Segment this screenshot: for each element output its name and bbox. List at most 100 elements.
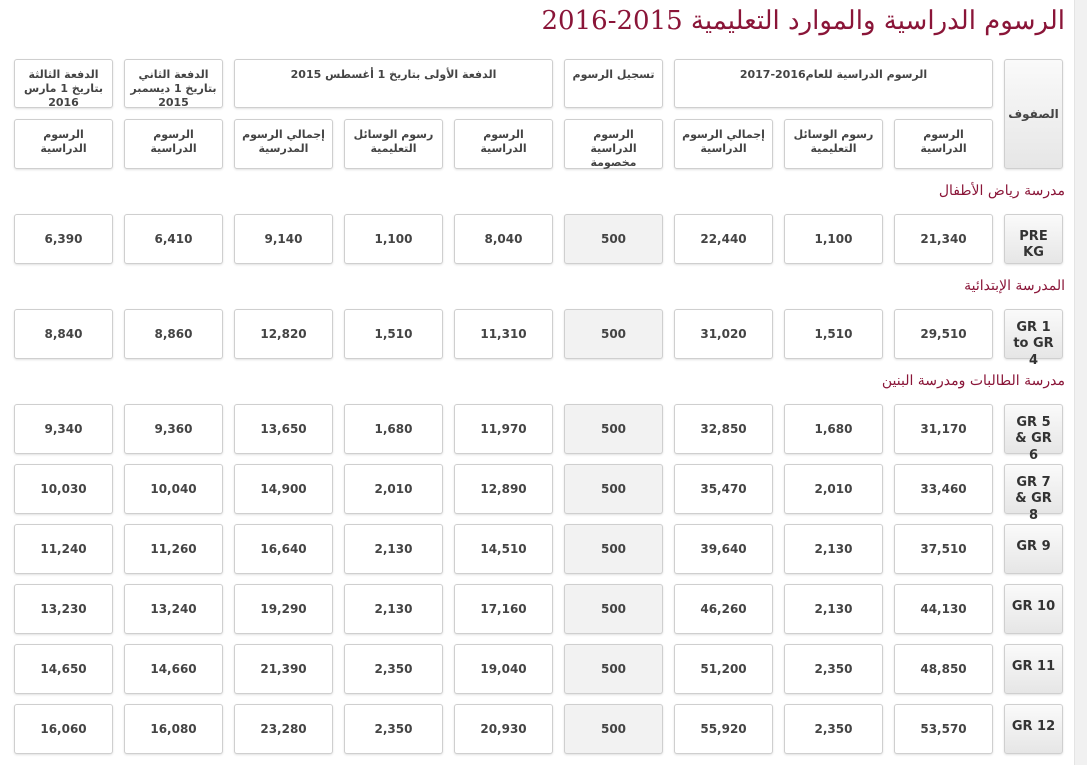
fee-value: 8,860: [124, 309, 223, 359]
fee-value: 2,130: [784, 584, 883, 634]
fee-value: 33,460: [894, 464, 993, 514]
fee-value: 14,510: [454, 524, 553, 574]
fee-value: 22,440: [674, 214, 773, 264]
fee-value: 1,680: [344, 404, 443, 454]
fee-value: 17,160: [454, 584, 553, 634]
fee-value: 10,030: [14, 464, 113, 514]
fee-value: 19,290: [234, 584, 333, 634]
fee-value: 32,850: [674, 404, 773, 454]
section-title: مدرسة رياض الأطفال: [938, 183, 1065, 199]
grade-label: GR 12: [1004, 704, 1063, 754]
fee-value: 11,310: [454, 309, 553, 359]
fee-value: 1,680: [784, 404, 883, 454]
grade-label: GR 1 to GR 4: [1004, 309, 1063, 368]
grade-label: GR 5 & GR 6: [1004, 404, 1063, 463]
fee-value: 1,100: [784, 214, 883, 264]
grade-label: GR 9: [1004, 524, 1063, 574]
fee-value: 2,350: [344, 704, 443, 754]
column-header: الرسوم الدراسية: [124, 119, 223, 169]
group-header-annual: الرسوم الدراسية للعام2016-2017: [674, 59, 993, 108]
fee-value: 13,240: [124, 584, 223, 634]
fee-value: 500: [564, 704, 663, 754]
page-title: الرسوم الدراسية والموارد التعليمية 2015-…: [541, 6, 1065, 36]
column-header: الرسوم الدراسية: [894, 119, 993, 169]
column-header: إجمالي الرسوم المدرسية: [234, 119, 333, 169]
fee-value: 12,890: [454, 464, 553, 514]
fee-value: 8,840: [14, 309, 113, 359]
fee-value: 14,660: [124, 644, 223, 694]
fee-value: 37,510: [894, 524, 993, 574]
fee-value: 11,260: [124, 524, 223, 574]
fee-value: 14,900: [234, 464, 333, 514]
fee-value: 55,920: [674, 704, 773, 754]
fee-value: 2,010: [344, 464, 443, 514]
group-header-second: الدفعة الثاني بتاريخ 1 ديسمبر 2015: [124, 59, 223, 109]
fee-value: 2,130: [344, 524, 443, 574]
fee-value: 10,040: [124, 464, 223, 514]
fee-value: 44,130: [894, 584, 993, 634]
fee-value: 500: [564, 524, 663, 574]
fee-value: 29,510: [894, 309, 993, 359]
fee-value: 21,390: [234, 644, 333, 694]
fee-value: 11,970: [454, 404, 553, 454]
fee-value: 35,470: [674, 464, 773, 514]
fee-value: 2,010: [784, 464, 883, 514]
fee-value: 8,040: [454, 214, 553, 264]
column-header: رسوم الوسائل التعليمية: [784, 119, 883, 169]
fee-value: 1,100: [344, 214, 443, 264]
column-header: رسوم الوسائل التعليمية: [344, 119, 443, 169]
fee-value: 19,040: [454, 644, 553, 694]
fee-value: 500: [564, 404, 663, 454]
column-header: الرسوم الدراسية: [454, 119, 553, 169]
fee-value: 500: [564, 464, 663, 514]
fee-value: 11,240: [14, 524, 113, 574]
fee-value: 46,260: [674, 584, 773, 634]
fee-value: 6,390: [14, 214, 113, 264]
fee-value: 500: [564, 584, 663, 634]
grade-label: GR 7 & GR 8: [1004, 464, 1063, 523]
fee-value: 9,360: [124, 404, 223, 454]
fee-value: 51,200: [674, 644, 773, 694]
fee-value: 2,130: [784, 524, 883, 574]
grade-label: GR 11: [1004, 644, 1063, 694]
fee-value: 16,080: [124, 704, 223, 754]
fee-value: 2,350: [784, 644, 883, 694]
fee-value: 39,640: [674, 524, 773, 574]
fee-value: 500: [564, 214, 663, 264]
grade-label: GR 10: [1004, 584, 1063, 634]
fee-value: 500: [564, 644, 663, 694]
vertical-scrollbar[interactable]: [1074, 0, 1087, 765]
fee-value: 16,060: [14, 704, 113, 754]
column-header: الرسوم الدراسية: [14, 119, 113, 169]
fee-value: 16,640: [234, 524, 333, 574]
fee-value: 12,820: [234, 309, 333, 359]
row-label-header: الصفوف: [1004, 59, 1063, 169]
section-title: المدرسة الإبتدائية: [964, 278, 1065, 294]
fee-value: 20,930: [454, 704, 553, 754]
fee-value: 53,570: [894, 704, 993, 754]
fee-value: 31,170: [894, 404, 993, 454]
fee-value: 13,230: [14, 584, 113, 634]
fee-value: 1,510: [784, 309, 883, 359]
fee-value: 9,140: [234, 214, 333, 264]
fee-value: 31,020: [674, 309, 773, 359]
grade-label: PRE KG: [1004, 214, 1063, 264]
fee-value: 14,650: [14, 644, 113, 694]
column-header: إجمالي الرسوم الدراسية: [674, 119, 773, 169]
fee-value: 1,510: [344, 309, 443, 359]
fee-value: 2,350: [344, 644, 443, 694]
fee-value: 2,130: [344, 584, 443, 634]
fee-value: 500: [564, 309, 663, 359]
group-header-third: الدفعة الثالثة بتاريخ 1 مارس 2016: [14, 59, 113, 109]
fee-value: 13,650: [234, 404, 333, 454]
fee-value: 6,410: [124, 214, 223, 264]
fee-value: 9,340: [14, 404, 113, 454]
fee-value: 2,350: [784, 704, 883, 754]
section-title: مدرسة الطالبات ومدرسة البنين: [881, 373, 1065, 389]
fee-value: 21,340: [894, 214, 993, 264]
fee-value: 23,280: [234, 704, 333, 754]
column-header: الرسوم الدراسية مخصومة: [564, 119, 663, 169]
group-header-first: الدفعة الأولى بتاريخ 1 أغسطس 2015: [234, 59, 553, 108]
group-header-registration: تسجيل الرسوم: [564, 59, 663, 108]
fee-value: 48,850: [894, 644, 993, 694]
